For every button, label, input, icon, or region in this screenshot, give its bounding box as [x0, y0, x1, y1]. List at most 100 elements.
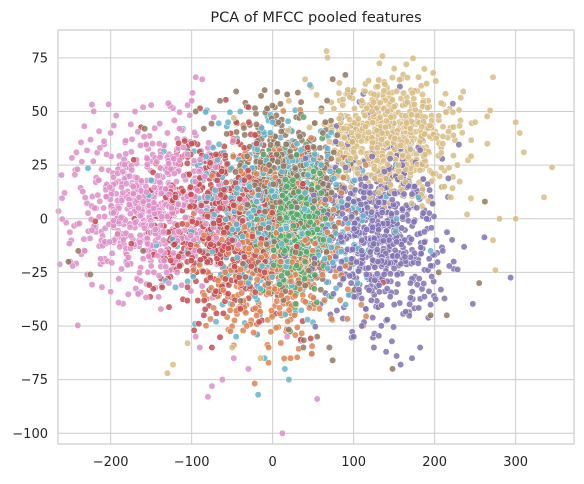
- scatter-point: [233, 184, 241, 192]
- scatter-point: [455, 106, 463, 114]
- scatter-point: [410, 218, 418, 226]
- scatter-point: [127, 120, 135, 128]
- scatter-point: [94, 191, 102, 199]
- scatter-point: [142, 293, 150, 301]
- scatter-point: [87, 136, 94, 144]
- scatter-point: [406, 145, 414, 153]
- scatter-point: [304, 143, 312, 151]
- scatter-point: [330, 105, 338, 113]
- scatter-point: [291, 331, 299, 339]
- scatter-point: [449, 184, 456, 192]
- scatter-point: [281, 176, 289, 183]
- scatter-point: [207, 315, 214, 323]
- scatter-point: [335, 115, 343, 122]
- scatter-point: [110, 122, 118, 130]
- scatter-point: [375, 288, 383, 296]
- scatter-point: [335, 219, 343, 227]
- scatter-point: [174, 200, 182, 208]
- scatter-point: [276, 198, 284, 206]
- scatter-point: [351, 105, 358, 113]
- scatter-point: [144, 268, 152, 276]
- scatter-point: [181, 137, 189, 145]
- scatter-point: [335, 156, 342, 164]
- scatter-point: [256, 158, 264, 166]
- scatter-point: [101, 213, 109, 220]
- scatter-point: [274, 140, 282, 148]
- scatter-point: [135, 204, 142, 212]
- scatter-point: [408, 190, 416, 198]
- scatter-point: [420, 65, 428, 73]
- scatter-point: [212, 163, 220, 171]
- scatter-point: [108, 249, 116, 257]
- scatter-point: [336, 296, 344, 304]
- scatter-point: [401, 253, 409, 261]
- scatter-point: [248, 232, 256, 240]
- scatter-point: [136, 231, 144, 239]
- scatter-point: [89, 157, 97, 165]
- scatter-point: [300, 336, 308, 344]
- scatter-point: [212, 234, 220, 242]
- scatter-point: [200, 231, 208, 239]
- scatter-point: [335, 167, 343, 175]
- scatter-point: [114, 230, 122, 238]
- scatter-point: [260, 150, 268, 158]
- scatter-point: [184, 283, 192, 291]
- scatter-point: [190, 157, 198, 165]
- scatter-point: [156, 120, 164, 128]
- scatter-point: [106, 238, 114, 246]
- scatter-point: [341, 71, 349, 79]
- scatter-point: [388, 74, 396, 82]
- scatter-point: [459, 88, 467, 95]
- scatter-point: [425, 287, 433, 295]
- scatter-point: [309, 247, 317, 255]
- scatter-point: [149, 140, 156, 148]
- scatter-point: [316, 169, 324, 177]
- scatter-point: [291, 292, 299, 300]
- scatter-point: [388, 196, 396, 204]
- scatter-point: [361, 87, 369, 95]
- scatter-point: [368, 107, 376, 115]
- scatter-point: [371, 263, 379, 271]
- scatter-point: [149, 168, 157, 176]
- scatter-point: [419, 91, 426, 98]
- scatter-point: [408, 288, 416, 296]
- scatter-point: [90, 107, 98, 115]
- scatter-point: [268, 102, 276, 110]
- scatter-point: [402, 112, 410, 120]
- scatter-point: [126, 210, 134, 218]
- scatter-point: [122, 137, 130, 145]
- scatter-point: [155, 272, 163, 280]
- scatter-point: [251, 131, 259, 139]
- scatter-point: [167, 257, 175, 264]
- scatter-point: [329, 75, 337, 83]
- scatter-point: [204, 212, 211, 220]
- scatter-point: [410, 95, 418, 103]
- scatter-point: [424, 180, 432, 188]
- scatter-point: [348, 213, 356, 221]
- scatter-point: [420, 238, 428, 246]
- scatter-point: [136, 238, 144, 246]
- scatter-point: [332, 284, 340, 292]
- scatter-point: [311, 323, 319, 331]
- scatter-point: [369, 119, 377, 127]
- scatter-point: [226, 327, 234, 335]
- scatter-point: [429, 200, 437, 208]
- scatter-point: [444, 174, 452, 182]
- scatter-point: [88, 226, 96, 234]
- scatter-point: [437, 149, 445, 157]
- scatter-point: [176, 156, 184, 164]
- scatter-point: [370, 165, 378, 173]
- scatter-point: [246, 183, 254, 191]
- scatter-point: [364, 204, 371, 212]
- scatter-point: [216, 333, 224, 341]
- scatter-point: [231, 263, 239, 271]
- scatter-point: [112, 112, 120, 120]
- scatter-point: [251, 380, 259, 387]
- scatter-point: [362, 270, 370, 278]
- scatter-point: [301, 282, 309, 290]
- scatter-point: [381, 123, 389, 131]
- scatter-point: [337, 248, 345, 255]
- scatter-point: [329, 258, 337, 266]
- scatter-point: [346, 155, 354, 162]
- scatter-point: [308, 342, 316, 350]
